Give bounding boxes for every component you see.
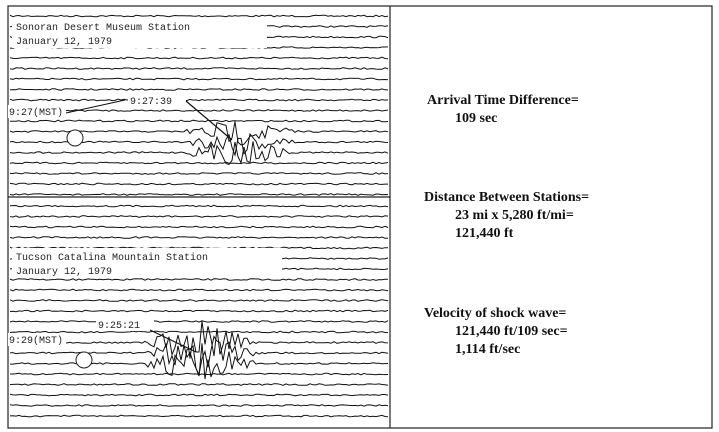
figure: Sonoran Desert Museum Station January 12… xyxy=(0,0,719,432)
trace xyxy=(10,300,388,302)
trace xyxy=(10,415,388,417)
trace xyxy=(10,57,388,59)
page: Sonoran Desert Museum Station January 12… xyxy=(0,0,719,432)
calc-line: 1,114 ft/sec xyxy=(455,342,520,357)
trace xyxy=(10,173,388,175)
calc-line: 23 mi x 5,280 ft/mi= xyxy=(455,208,574,223)
arrow xyxy=(66,100,125,113)
trace xyxy=(10,216,388,218)
trace xyxy=(10,89,388,91)
calc-line: 121,440 ft xyxy=(455,226,514,241)
trace xyxy=(10,279,388,281)
trace xyxy=(10,183,388,185)
trace xyxy=(10,99,388,101)
calc-line: 109 sec xyxy=(455,111,497,126)
station-name: Tucson Catalina Mountain Station xyxy=(16,252,208,264)
trace xyxy=(10,384,388,386)
start-time: 9:27(MST) xyxy=(9,107,63,119)
trace xyxy=(10,110,388,112)
trace xyxy=(10,310,388,312)
arrival-time: 9:25:21 xyxy=(98,321,140,332)
trace xyxy=(10,331,388,333)
trace xyxy=(10,68,388,70)
trace xyxy=(10,162,388,164)
start-marker xyxy=(76,352,92,368)
trace xyxy=(10,394,388,396)
trace xyxy=(10,226,388,228)
start-marker xyxy=(67,130,83,146)
trace xyxy=(10,120,388,122)
trace xyxy=(10,141,388,164)
start-time: 9:29(MST) xyxy=(9,335,63,347)
trace xyxy=(10,405,388,407)
date: January 12, 1979 xyxy=(16,37,112,48)
trace xyxy=(10,15,388,17)
trace xyxy=(10,237,388,239)
station-name: Sonoran Desert Museum Station xyxy=(16,22,190,34)
trace xyxy=(10,337,388,375)
calc-label: Arrival Time Difference= xyxy=(427,93,579,108)
date: January 12, 1979 xyxy=(16,267,112,278)
trace xyxy=(10,321,388,323)
seismogram-traces xyxy=(10,15,388,417)
calc-line: 121,440 ft/109 sec= xyxy=(455,324,568,339)
trace xyxy=(10,289,388,291)
arrival-time: 9:27:39 xyxy=(130,97,172,108)
trace xyxy=(10,78,388,80)
trace xyxy=(10,205,388,207)
trace xyxy=(10,194,388,196)
calc-label: Distance Between Stations= xyxy=(424,190,589,205)
calc-label: Velocity of shock wave= xyxy=(424,306,566,321)
